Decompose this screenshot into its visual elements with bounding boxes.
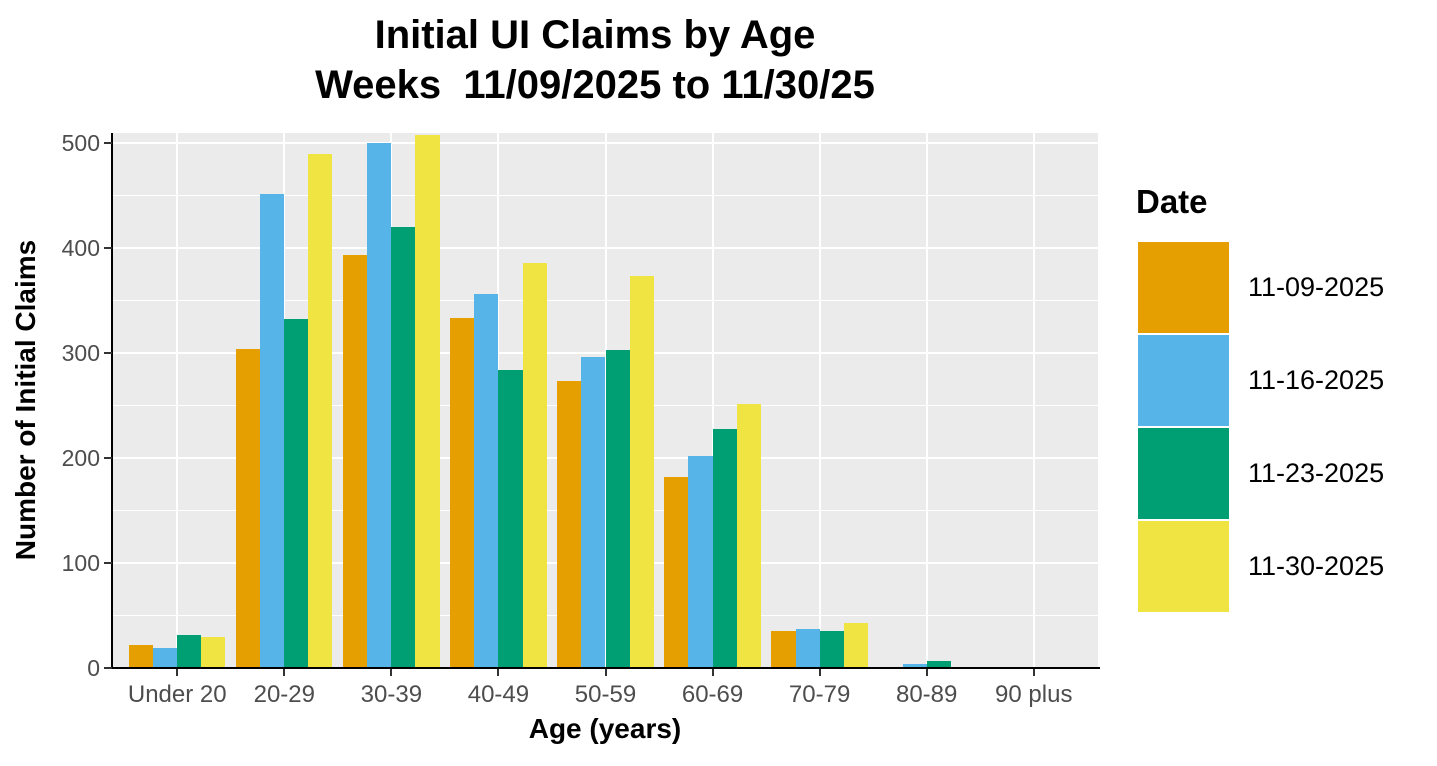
chart-title-block: Initial UI Claims by Age Weeks 11/09/202… <box>0 10 1190 110</box>
x-tick-label: 70-79 <box>788 681 851 708</box>
y-tick-mark <box>104 352 112 355</box>
bar-11-23-2025-40-49 <box>498 370 523 668</box>
bar-11-23-2025-80-89 <box>926 660 951 668</box>
y-tick-mark <box>104 142 112 145</box>
x-tick-label: Under 20 <box>127 681 227 708</box>
y-tick-mark <box>104 667 112 669</box>
y-tick-mark <box>104 247 112 250</box>
bar-11-16-2025-70-79 <box>795 629 820 668</box>
bar-11-30-2025-40-49 <box>522 263 547 668</box>
x-tick-label: 50-59 <box>574 681 637 708</box>
vertical-gridline <box>711 133 714 668</box>
bar-11-16-2025-Under 20 <box>153 648 178 668</box>
bar-11-30-2025-30-39 <box>415 135 440 668</box>
x-tick-mark <box>925 669 928 676</box>
bar-11-09-2025-50-59 <box>557 380 582 668</box>
chart-subtitle: Weeks 11/09/2025 to 11/30/25 <box>315 63 875 107</box>
y-tick-label: 200 <box>61 445 100 472</box>
bar-11-09-2025-60-69 <box>664 477 689 668</box>
bar-11-23-2025-30-39 <box>391 227 416 668</box>
y-axis-line <box>111 133 113 669</box>
y-tick-label: 0 <box>87 655 100 681</box>
legend-key-11-30-2025 <box>1137 520 1230 613</box>
x-tick-label: 40-49 <box>467 681 530 708</box>
legend-key-11-23-2025 <box>1137 427 1230 520</box>
bar-11-30-2025-70-79 <box>843 622 868 668</box>
bar-11-23-2025-60-69 <box>712 428 737 668</box>
x-tick-mark <box>818 669 821 676</box>
legend-key-11-09-2025 <box>1137 241 1230 334</box>
bar-11-16-2025-20-29 <box>260 193 285 668</box>
x-tick-mark <box>283 669 286 676</box>
bar-11-09-2025-30-39 <box>343 254 368 668</box>
bar-11-16-2025-40-49 <box>474 293 499 668</box>
y-tick-label: 500 <box>61 130 100 157</box>
x-tick-label: 30-39 <box>360 681 423 708</box>
vertical-gridline <box>176 133 179 668</box>
bar-11-30-2025-60-69 <box>736 403 761 668</box>
x-tick-label: 20-29 <box>253 681 315 708</box>
legend-label-11-30-2025: 11-30-2025 <box>1248 551 1385 581</box>
bar-11-09-2025-40-49 <box>450 317 475 668</box>
bar-11-16-2025-60-69 <box>688 456 713 668</box>
y-tick-label: 300 <box>61 340 100 367</box>
x-axis-title: Age (years) <box>528 713 682 744</box>
bar-11-16-2025-30-39 <box>367 143 392 668</box>
y-tick-label: 400 <box>61 235 100 262</box>
y-tick-mark <box>104 457 112 460</box>
bar-11-16-2025-50-59 <box>581 357 606 668</box>
legend-label-11-09-2025: 11-09-2025 <box>1248 272 1385 302</box>
bar-11-30-2025-20-29 <box>308 153 333 668</box>
bar-11-23-2025-70-79 <box>819 631 844 668</box>
x-tick-mark <box>1032 669 1035 676</box>
bar-11-09-2025-Under 20 <box>129 644 154 668</box>
x-tick-label: 90 plus <box>995 681 1073 708</box>
bar-11-09-2025-70-79 <box>771 631 796 668</box>
y-axis-title: Number of Initial Claims <box>10 239 41 561</box>
bar-11-23-2025-20-29 <box>284 318 309 668</box>
legend-title: Date <box>1136 183 1208 220</box>
vertical-gridline <box>925 133 928 668</box>
bar-11-16-2025-80-89 <box>902 663 927 668</box>
y-tick-label: 100 <box>61 550 100 577</box>
y-tick-mark <box>104 562 112 565</box>
bar-11-09-2025-20-29 <box>236 349 261 668</box>
bar-11-30-2025-Under 20 <box>201 636 226 668</box>
legend-label-11-16-2025: 11-16-2025 <box>1248 365 1385 395</box>
x-tick-mark <box>176 669 179 676</box>
legend-label-11-23-2025: 11-23-2025 <box>1248 458 1385 488</box>
x-axis-line <box>111 667 1100 669</box>
chart-title: Initial UI Claims by Age <box>374 13 816 57</box>
legend-key-11-16-2025 <box>1137 334 1230 427</box>
x-tick-mark <box>604 669 607 676</box>
x-tick-label: 80-89 <box>895 681 958 708</box>
bar-11-30-2025-50-59 <box>629 275 654 668</box>
x-tick-mark <box>711 669 714 676</box>
bar-11-23-2025-50-59 <box>605 350 630 668</box>
x-tick-label: 60-69 <box>681 681 744 708</box>
plot-panel <box>113 133 1098 668</box>
vertical-gridline <box>1032 133 1035 668</box>
bar-11-23-2025-Under 20 <box>177 635 202 668</box>
x-tick-mark <box>390 669 393 676</box>
vertical-gridline <box>818 133 821 668</box>
x-tick-mark <box>497 669 500 676</box>
